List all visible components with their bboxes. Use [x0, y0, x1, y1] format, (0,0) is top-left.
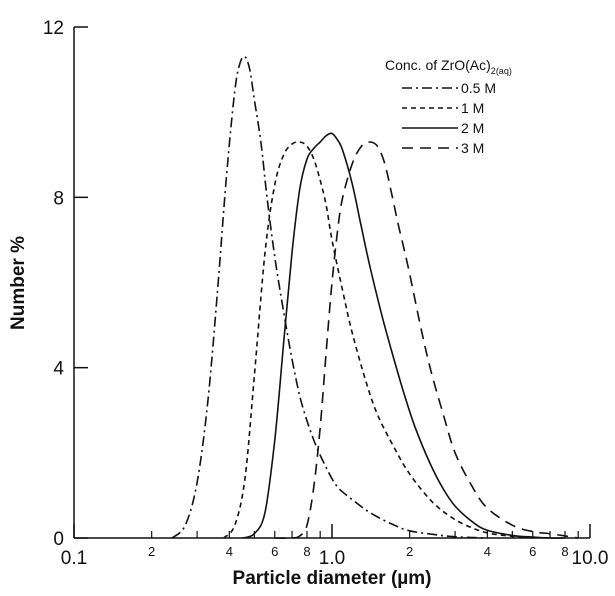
- y-ticks: 0 4 8 12: [43, 18, 88, 550]
- y-tick-label: 12: [43, 18, 64, 39]
- x-minor-tick-label: 6: [271, 544, 278, 559]
- y-tick-label: 4: [53, 359, 64, 380]
- series-line-3: [242, 132, 566, 539]
- x-major-tick-label: 10.0: [572, 548, 609, 569]
- y-axis-title: Number %: [8, 236, 29, 330]
- x-minor-tick-label: 2: [148, 544, 155, 559]
- legend-label-1: 0.5 M: [461, 80, 496, 96]
- series-group: [171, 55, 579, 539]
- x-minor-tick-label: 8: [303, 544, 310, 559]
- x-major-tick-label: 0.1: [61, 548, 87, 569]
- legend-label-4: 3 M: [461, 140, 484, 156]
- y-tick-label: 8: [53, 188, 64, 209]
- axes: [73, 27, 590, 539]
- x-minor-tick-label: 4: [484, 544, 491, 559]
- x-axis-title: Particle diameter (µm): [233, 568, 432, 589]
- series-line-1: [171, 55, 488, 539]
- legend: Conc. of ZrO(Ac)2(aq) 0.5 M 1 M 2 M 3 M: [385, 57, 512, 156]
- legend-label-2: 1 M: [461, 100, 484, 116]
- legend-title-sub1: 2: [491, 66, 496, 76]
- legend-title: Conc. of ZrO(Ac)2(aq): [385, 57, 512, 76]
- x-minor-tick-label: 6: [529, 544, 536, 559]
- x-minor-tick-label: 4: [226, 544, 233, 559]
- legend-title-sub2: (aq): [496, 66, 512, 76]
- x-major-tick-label: 1.0: [319, 548, 345, 569]
- x-ticks: 0.1 1.0 10.0 2 4 6 8 2 4 6 8: [61, 524, 609, 569]
- y-tick-label: 0: [53, 529, 64, 550]
- legend-entries: 0.5 M 1 M 2 M 3 M: [402, 80, 496, 156]
- legend-label-3: 2 M: [461, 120, 484, 136]
- x-minor-tick-label: 8: [561, 544, 568, 559]
- series-line-4: [274, 141, 579, 539]
- series-line-2: [223, 141, 533, 539]
- legend-title-main: Conc. of ZrO(Ac): [385, 57, 491, 73]
- x-minor-tick-label: 2: [406, 544, 413, 559]
